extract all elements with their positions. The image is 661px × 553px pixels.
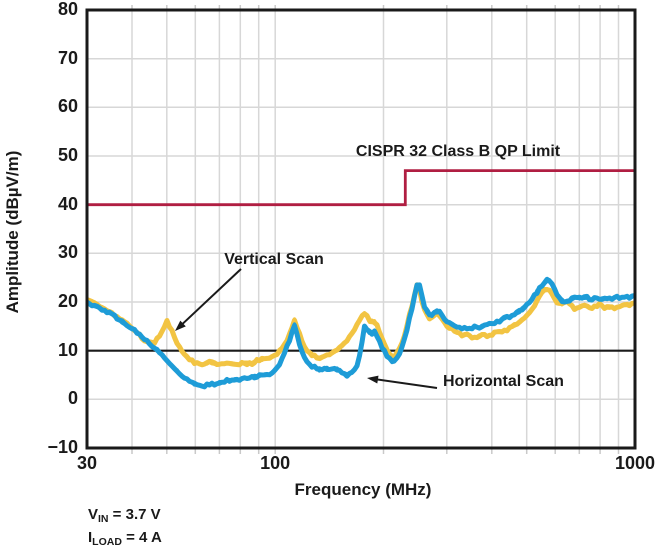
y-axis-title: Amplitude (dBµV/m) <box>3 150 22 314</box>
vin-subscript: IN <box>98 513 109 525</box>
trace-vertical-scan-detail <box>87 283 635 367</box>
x-tick-label: 1000 <box>614 453 656 473</box>
vin-value: = 3.7 V <box>108 506 161 523</box>
iload-note: ILOAD = 4 A <box>88 526 162 553</box>
y-tick-label: 20 <box>57 291 78 311</box>
y-tick-label: 80 <box>57 0 78 19</box>
y-tick-label: 30 <box>57 242 78 263</box>
y-tick-label: −10 <box>47 437 78 457</box>
iload-value: = 4 A <box>121 529 162 546</box>
y-tick-label: 40 <box>57 193 78 214</box>
cispr-limit-label: CISPR 32 Class B QP Limit <box>355 143 561 160</box>
vin-note: VIN = 3.7 V <box>88 503 161 531</box>
x-axis-title: Frequency (MHz) <box>294 480 432 499</box>
y-tick-label: 60 <box>57 96 78 117</box>
x-tick-label: 30 <box>76 453 98 473</box>
y-tick-label: 70 <box>57 47 78 68</box>
y-tick-label: 0 <box>67 388 78 409</box>
horizontal-scan-label: Horizontal Scan <box>443 373 564 390</box>
vin-symbol: V <box>88 506 99 523</box>
vertical-scan-label: Vertical Scan <box>224 251 324 268</box>
trace-horizontal-scan-detail <box>87 278 635 388</box>
y-tick-label: 50 <box>57 145 78 165</box>
iload-symbol: I <box>88 529 93 546</box>
x-tick-label: 100 <box>260 453 291 473</box>
y-tick-label: 10 <box>57 339 78 360</box>
iload-subscript: LOAD <box>92 536 122 548</box>
